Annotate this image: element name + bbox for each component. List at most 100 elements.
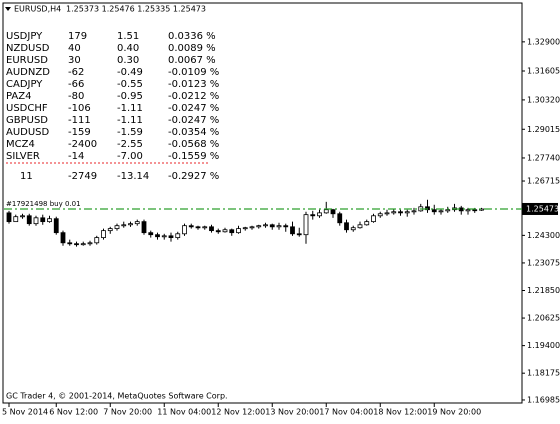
candle-body — [141, 221, 147, 234]
table-cell: -0.0354 % — [168, 127, 219, 138]
table-cell: -0.49 — [117, 67, 143, 78]
candle-body — [229, 229, 235, 234]
table-cell: -106 — [68, 103, 91, 114]
candle-body — [438, 210, 444, 213]
y-tick-label: 1.20625 — [527, 314, 560, 323]
candle-body — [26, 215, 32, 225]
table-cell: 40 — [68, 43, 81, 54]
x-tick-label: 13 Nov 20:00 — [265, 408, 319, 417]
candle-body — [263, 224, 268, 227]
table-cell: AUDUSD — [6, 127, 50, 138]
table-cell: -1.59 — [117, 127, 143, 138]
candle-body — [202, 226, 208, 229]
table-cell: -111 — [68, 115, 91, 126]
table-cell: CADJPY — [6, 79, 43, 90]
plot-frame — [2, 2, 523, 404]
price-tag-label: 1.25473 — [526, 204, 559, 213]
candle-body — [182, 225, 187, 235]
candle-body — [344, 222, 349, 231]
candle-body — [310, 214, 316, 217]
table-cell: -0.0123 % — [168, 79, 219, 90]
candle-body — [134, 221, 140, 225]
table-cell: -1.11 — [117, 115, 143, 126]
candle-body — [188, 225, 194, 228]
table-cell: GBPUSD — [6, 115, 48, 126]
x-tick-label: 6 Nov 12:00 — [49, 408, 98, 417]
candle-body — [384, 212, 390, 215]
candle-body — [94, 237, 100, 244]
candle-body — [87, 242, 93, 245]
candle-body — [6, 212, 12, 223]
table-cell: SILVER — [6, 151, 40, 162]
table-cell: -0.0568 % — [168, 139, 219, 150]
candle-body — [148, 232, 154, 236]
candle-body — [357, 224, 363, 229]
candle-body — [323, 209, 329, 214]
candle-body — [13, 216, 19, 223]
table-total-cell: 11 — [20, 171, 33, 182]
x-tick-label: 5 Nov 2014 — [2, 408, 48, 417]
candle-body — [472, 209, 478, 212]
table-total-cell: -13.14 — [117, 171, 149, 182]
overlay-table: USDJPY 179 1.51 0.0336 % NZDUSD 40 0.40 0.0089 … — [6, 31, 219, 182]
table-cell: 0.0336 % — [168, 31, 216, 42]
candle-body — [222, 229, 228, 233]
table-cell: -0.95 — [117, 91, 143, 102]
table-total-cell: -2749 — [68, 171, 97, 182]
table-cell: 0.40 — [117, 43, 139, 54]
candle-body — [47, 218, 52, 223]
candle-body — [445, 209, 451, 212]
candle-body — [242, 227, 248, 230]
candle-body — [20, 215, 25, 218]
ohlc-label: 1.25373 1.25476 1.25335 1.25473 — [66, 5, 206, 14]
table-cell: 0.0067 % — [168, 55, 216, 66]
candle-body — [256, 225, 262, 228]
y-tick-label: 1.19400 — [527, 341, 560, 350]
table-cell: -2400 — [68, 139, 97, 150]
candle-body — [33, 217, 39, 225]
symbol-label: EURUSD,H4 — [14, 5, 61, 14]
y-tick-label: 1.27740 — [527, 153, 560, 162]
candle-body — [236, 228, 241, 234]
candle-body — [249, 226, 255, 229]
candle-body — [425, 206, 430, 211]
candle-body — [101, 230, 106, 239]
candle-body — [330, 209, 336, 215]
candle-body — [377, 213, 383, 217]
candle-body — [283, 225, 289, 228]
y-tick-label: 1.32900 — [527, 37, 560, 46]
table-cell: PAZ4 — [6, 91, 31, 102]
order-label: #17921498 buy 0.01 — [6, 200, 81, 208]
table-cell: -66 — [68, 79, 84, 90]
candle-body — [296, 233, 302, 236]
x-tick-label: 7 Nov 20:00 — [103, 408, 152, 417]
candle-body — [74, 243, 79, 246]
candle-body — [371, 215, 376, 223]
table-cell: 30 — [68, 55, 81, 66]
candle-body — [80, 243, 86, 246]
candle-body — [398, 211, 403, 214]
table-cell: USDJPY — [6, 31, 43, 42]
y-tick-label: 1.16985 — [527, 395, 560, 404]
table-cell: -0.55 — [117, 79, 143, 90]
candle-body — [128, 223, 133, 226]
symbol-menu-arrow[interactable] — [5, 7, 11, 11]
candle-body — [121, 224, 127, 227]
candle-body — [168, 235, 174, 239]
candle-body — [40, 217, 46, 223]
candle-body — [209, 226, 214, 232]
table-cell: MCZ4 — [6, 139, 35, 150]
y-tick-label: 1.21850 — [527, 286, 560, 295]
table-cell: -62 — [68, 67, 84, 78]
candle-body — [465, 209, 471, 212]
x-tick-label: 19 Nov 20:00 — [427, 408, 481, 417]
candle-body — [391, 211, 397, 214]
footer: GC Trader 4, © 2001-2014, MetaQuotes Sof… — [6, 392, 228, 401]
candle-body — [107, 228, 113, 232]
table-cell: 0.0089 % — [168, 43, 216, 54]
table-cell: -0.0247 % — [168, 115, 219, 126]
table-cell: -14 — [68, 151, 84, 162]
candle-body — [60, 232, 66, 244]
